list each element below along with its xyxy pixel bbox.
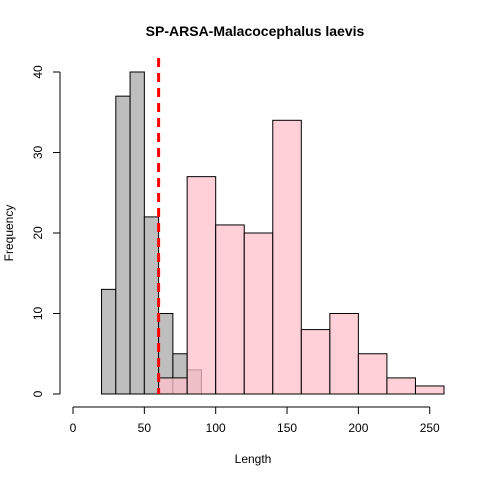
histogram-bar-s1-9 <box>414 385 445 395</box>
x-tick-label: 250 <box>420 421 440 435</box>
y-axis-label: Frequency <box>2 205 16 262</box>
histogram-bar-s1-6 <box>329 313 359 395</box>
y-tick-label: 0 <box>31 390 45 397</box>
y-tick-label: 10 <box>31 307 45 321</box>
histogram-bar-s1-2 <box>215 224 245 395</box>
histogram-bars <box>101 71 445 395</box>
histogram-bar-s1-0 <box>158 377 188 395</box>
y-tick-label: 30 <box>31 146 45 160</box>
histogram-bar-s1-3 <box>243 232 274 395</box>
histogram-bar-s1-7 <box>357 353 388 395</box>
x-tick-label: 100 <box>206 421 226 435</box>
y-tick-label: 40 <box>31 65 45 79</box>
y-tick-label: 20 <box>31 226 45 240</box>
histogram-bar-s1-8 <box>386 377 416 395</box>
histogram-bar-s0-3 <box>143 216 160 395</box>
x-tick-label: 0 <box>70 421 77 435</box>
x-tick-label: 50 <box>138 421 152 435</box>
x-axis: 0 50 100 150 200 250 <box>70 406 440 435</box>
chart-title: SP-ARSA-Malacocephalus laevis <box>146 23 365 39</box>
histogram-bar-s1-4 <box>272 119 302 395</box>
x-tick-label: 150 <box>277 421 297 435</box>
x-axis-label: Length <box>235 452 272 466</box>
histogram-bar-s1-1 <box>186 176 217 395</box>
histogram-bar-s1-5 <box>300 329 331 395</box>
y-axis: 0 10 20 30 40 <box>31 65 61 397</box>
histogram-bar-s0-2 <box>129 71 145 395</box>
histogram-bar-s0-1 <box>115 95 131 395</box>
x-tick-label: 200 <box>348 421 368 435</box>
histogram-bar-s0-0 <box>101 288 117 395</box>
